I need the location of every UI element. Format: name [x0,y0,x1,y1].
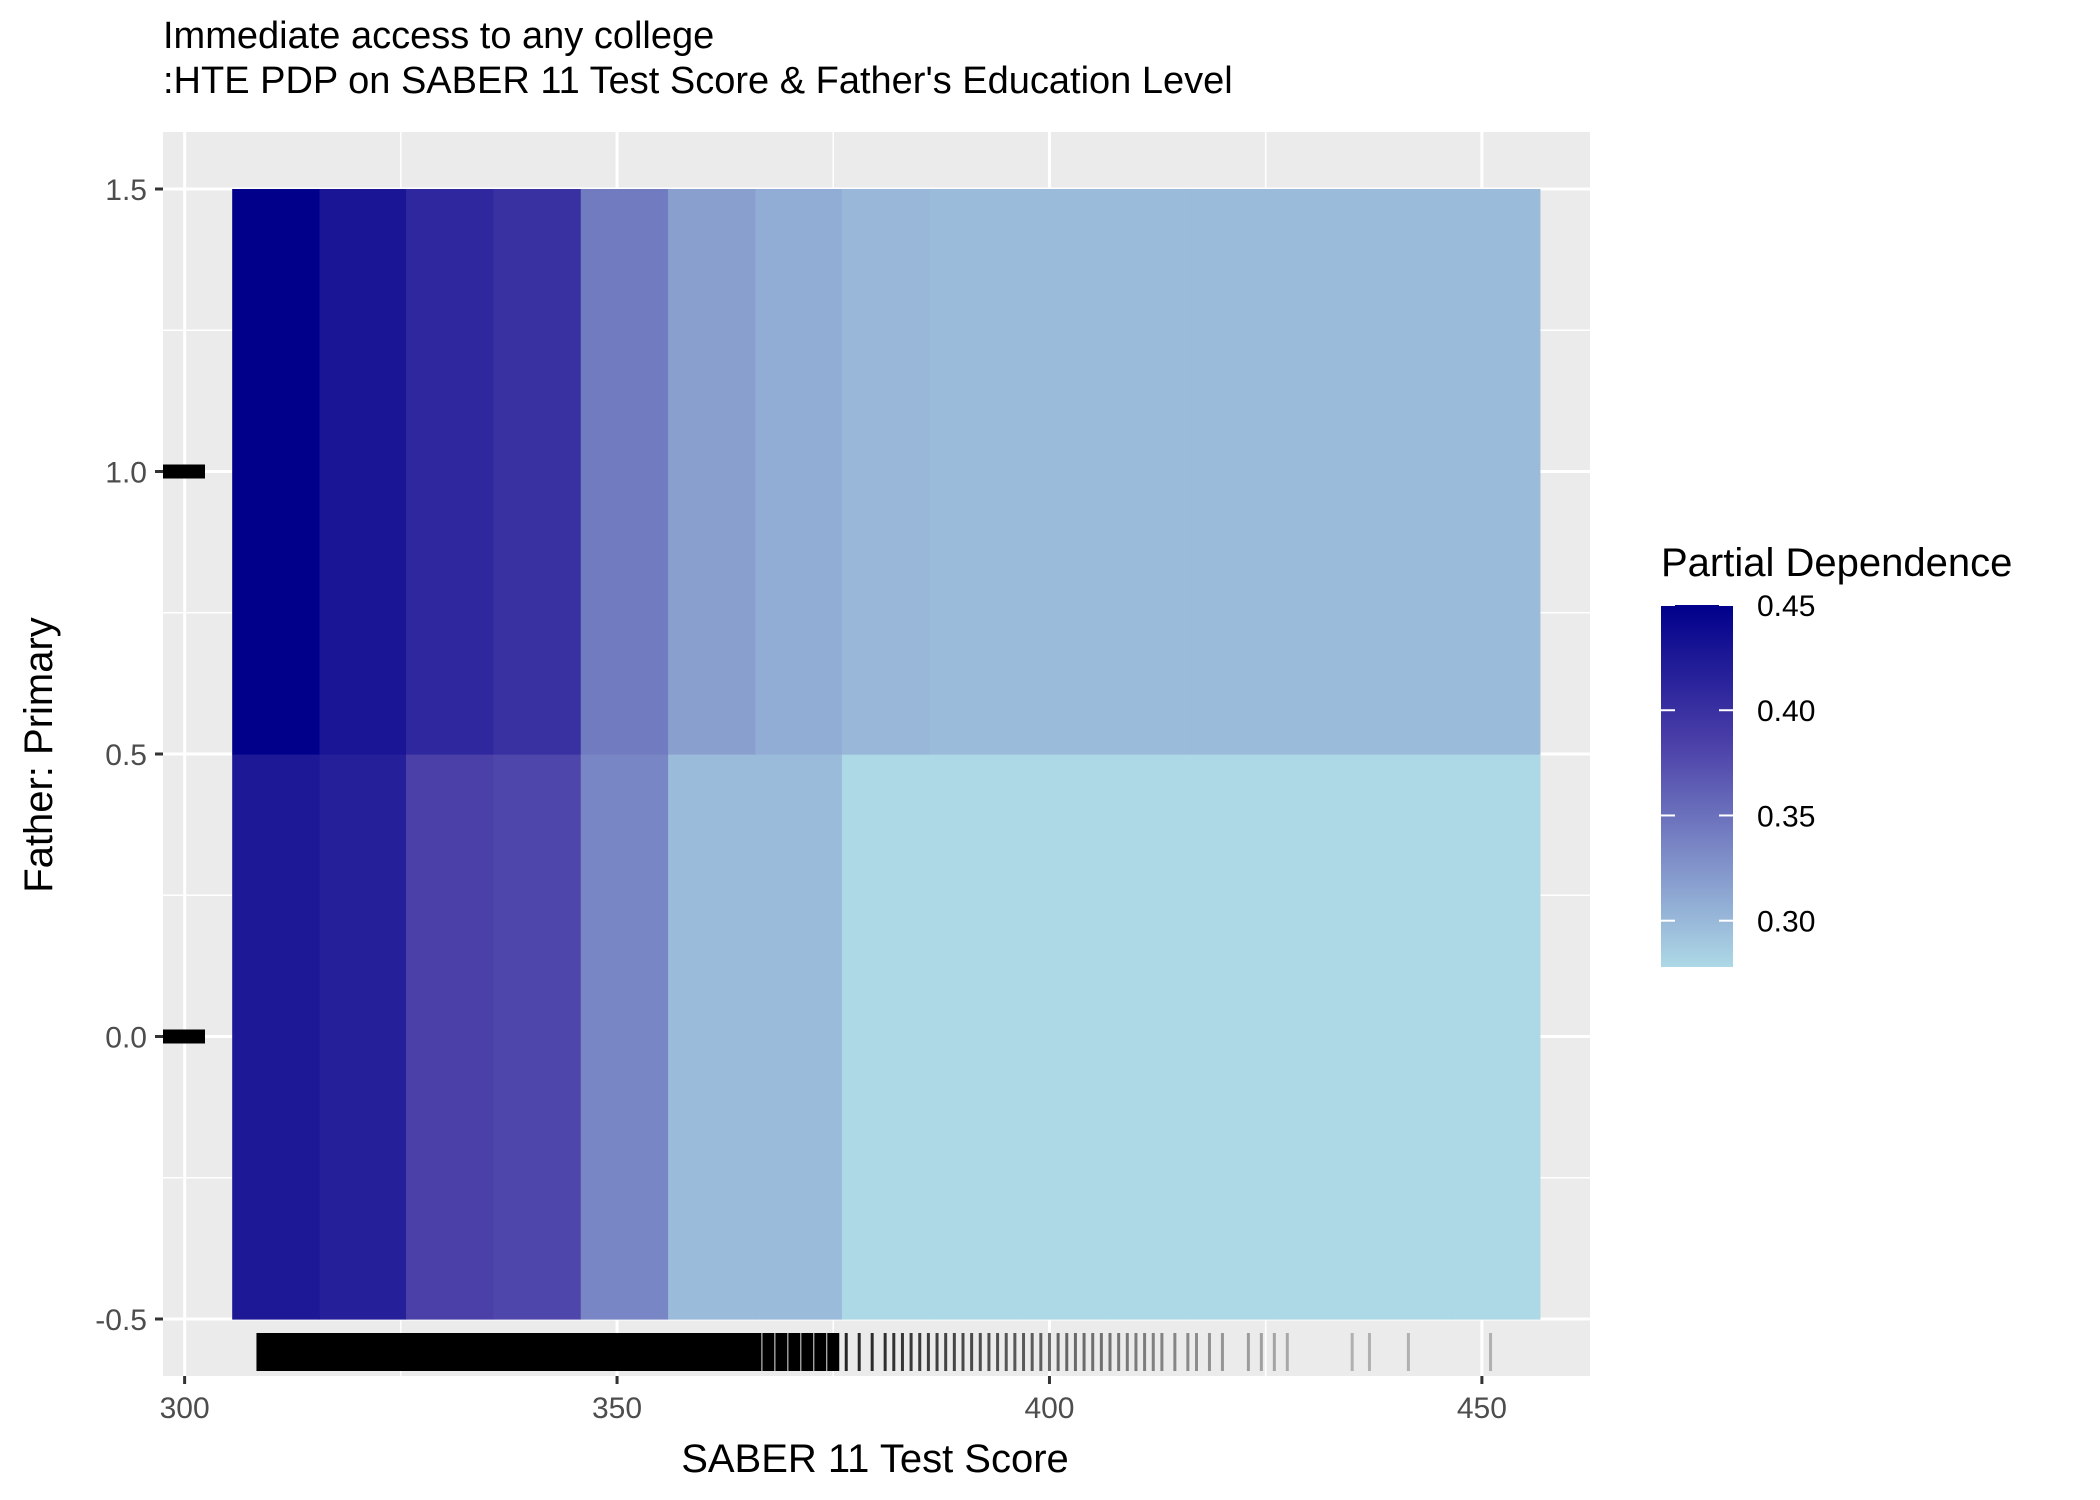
legend-colorbar [1661,605,1733,967]
heatmap-tile [1016,754,1105,1320]
x-tick-label: 300 [160,1392,210,1425]
heatmap-tile [841,189,930,755]
heatmap-tile [406,189,494,755]
rug-mark-x-dense [258,1333,756,1371]
heatmap-tile [232,189,321,755]
legend-tick-label: 0.35 [1757,800,1815,833]
heatmap-tile [1191,754,1279,1320]
heatmap-tile [1277,189,1366,755]
heatmap-tile [1365,754,1454,1320]
heatmap-tile [232,754,321,1320]
heatmap-tile [755,754,843,1320]
legend-title: Partial Dependence [1661,541,2012,585]
y-axis-title: Father: Primary [17,617,61,893]
heatmap-tile [580,189,669,755]
heatmap-tile [929,754,1018,1320]
heatmap-tile [1277,754,1366,1320]
heatmap-tile [1016,189,1105,755]
heatmap-tile [1365,189,1454,755]
heatmap-tile [668,754,757,1320]
legend-tick-label: 0.30 [1757,906,1815,939]
chart-title: Immediate access to any college [163,15,715,57]
heatmap-tile [493,754,582,1320]
x-tick-label: 350 [592,1392,642,1425]
heatmap-tile [1191,189,1279,755]
heatmap-tile [755,189,843,755]
heatmap-tile [319,189,407,755]
heatmap-tile [929,189,1018,755]
heatmap-tile [580,754,669,1320]
heatmap-tile [1103,189,1192,755]
heatmap-tile [1452,754,1541,1320]
chart-title-block: Immediate access to any college :HTE PDP… [163,14,1233,104]
heatmap-tile [406,754,494,1320]
y-tick-label: 1.0 [105,457,147,490]
y-tick-label: 0.0 [105,1022,147,1055]
heatmap-tile [668,189,757,755]
heatmap-tile [319,754,407,1320]
legend-tick-label: 0.40 [1757,695,1815,728]
y-tick-label: 1.5 [105,174,147,207]
x-tick-label: 450 [1457,1392,1507,1425]
legend-tick-label: 0.45 [1757,590,1815,623]
heatmap-tile [1103,754,1192,1320]
y-tick-label: -0.5 [95,1304,147,1337]
heatmap-tile [493,189,582,755]
chart-subtitle: :HTE PDP on SABER 11 Test Score & Father… [163,60,1233,102]
heatmap-tile [1452,189,1541,755]
heatmap-tile [841,754,930,1320]
x-tick-label: 400 [1024,1392,1074,1425]
x-axis-title: SABER 11 Test Score [681,1437,1069,1481]
y-tick-label: 0.5 [105,739,147,772]
color-legend: Partial Dependence 0.45 0.40 0.35 0.30 [1661,541,2012,967]
